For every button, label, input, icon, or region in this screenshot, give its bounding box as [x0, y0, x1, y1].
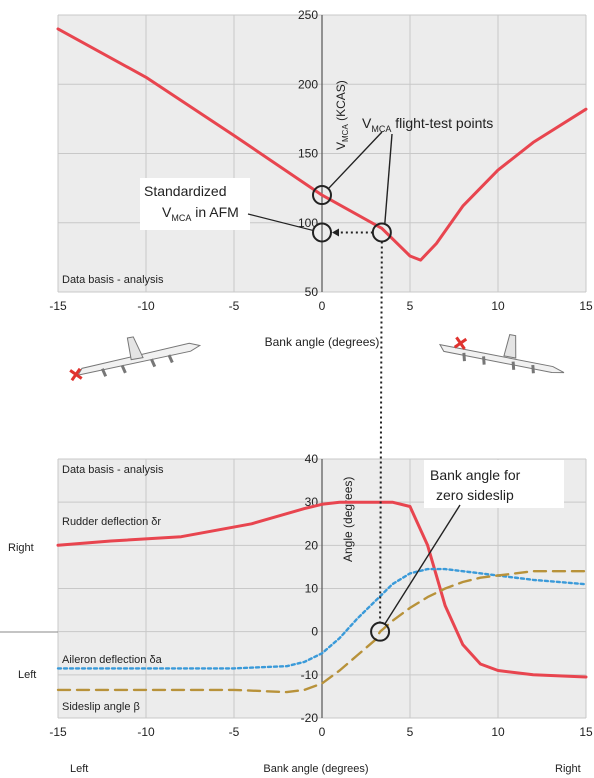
top-x-axis-title: Bank angle (degrees) — [265, 335, 380, 349]
top-marker-group — [247, 131, 393, 243]
zero-sideslip-label-line1: Bank angle for — [430, 467, 521, 483]
bottom-x-tick-label: 10 — [491, 725, 505, 739]
bottom-x-tick-label: -15 — [49, 725, 67, 739]
flight-test-label: VMCA flight-test points — [362, 115, 493, 134]
top-y-tick-label: 200 — [298, 77, 318, 91]
bottom-y-axis-title: Angle (degrees) — [341, 477, 355, 562]
bottom-x-tick-label: -10 — [137, 725, 155, 739]
bottom-x-tick-label: 0 — [319, 725, 326, 739]
top-basis-label: Data basis - analysis — [62, 274, 164, 286]
bottom-x-tick-label: 15 — [579, 725, 593, 739]
flight-test-leader-line-0 — [327, 131, 383, 190]
standardized-label-line1: Standardized — [144, 183, 227, 199]
bottom-y-tick-label: 20 — [305, 538, 319, 552]
top-y-tick-label: 100 — [298, 216, 318, 230]
top-y-tick-label: 50 — [305, 285, 319, 299]
bottom-x-left-label: Left — [70, 763, 88, 775]
left-deflection-label: Left — [18, 669, 36, 681]
aircraft-right-bank-icon — [438, 334, 565, 374]
top-y-tick-label: 150 — [298, 147, 318, 161]
flight-test-point-marker-0 — [312, 185, 332, 206]
bottom-y-tick-label: 0 — [311, 625, 318, 639]
bottom-x-axis-title: Bank angle (degrees) — [263, 763, 368, 775]
bottom-basis-label: Data basis - analysis — [62, 464, 164, 476]
bottom-y-tick-label: 40 — [305, 452, 319, 466]
top-tick-labels: -15 -10 -5 0 5 10 15 50 100 150 200 250 — [49, 8, 593, 313]
top-x-tick-label: 15 — [579, 299, 593, 313]
aircraft-left-bank-icon — [69, 336, 202, 382]
top-y-tick-label: 250 — [298, 8, 318, 22]
bottom-series-line-0 — [56, 500, 588, 679]
top-x-tick-label: 5 — [407, 299, 414, 313]
flight-test-leader-line-1 — [384, 133, 393, 224]
bottom-series-line-1 — [56, 567, 588, 670]
bottom-x-tick-label: 5 — [407, 725, 414, 739]
standardized-label-line2: VMCA in AFM — [162, 204, 239, 223]
top-x-tick-label: -10 — [137, 299, 155, 313]
bottom-x-right-label: Right — [555, 763, 581, 775]
sideslip-series-label: Sideslip angle β — [62, 701, 140, 713]
zero-sideslip-label-bg — [424, 460, 564, 508]
rudder-series-label: Rudder deflection δr — [62, 516, 161, 528]
bottom-y-tick-label: -10 — [301, 668, 319, 682]
aileron-series-label: Aileron deflection δa — [62, 654, 163, 666]
top-x-tick-label: -15 — [49, 299, 67, 313]
top-x-tick-label: 0 — [319, 299, 326, 313]
top-x-tick-label: -5 — [229, 299, 240, 313]
top-chart: -15 -10 -5 0 5 10 15 50 100 150 200 250 Data basis … — [49, 8, 593, 349]
bottom-grid — [57, 458, 587, 719]
top-y-axis-title: VMCA (KCAS) — [334, 80, 350, 150]
bottom-series-group — [56, 500, 588, 694]
standardized-vmca-marker — [312, 222, 332, 243]
bottom-y-tick-label: 10 — [305, 582, 319, 596]
bottom-x-tick-label: -5 — [229, 725, 240, 739]
zero-sideslip-label-line2: zero sideslip — [436, 487, 514, 503]
standardization-arrow-head — [332, 228, 339, 237]
top-series-group — [56, 27, 588, 262]
bottom-series-line-2 — [56, 570, 588, 694]
standardized-label-bg — [140, 178, 250, 230]
top-series-line-0 — [56, 27, 588, 262]
bottom-y-tick-label: -20 — [301, 711, 319, 725]
right-deflection-label: Right — [8, 542, 34, 554]
top-x-tick-label: 10 — [491, 299, 505, 313]
zero-sideslip-leader-line — [384, 504, 461, 625]
connector-group — [379, 241, 383, 623]
standardized-leader-line — [247, 213, 314, 232]
bank-angle-connector-line — [379, 241, 383, 623]
